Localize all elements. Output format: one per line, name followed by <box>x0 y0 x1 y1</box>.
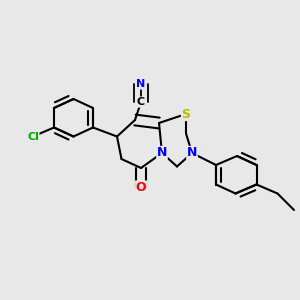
Text: N: N <box>136 79 146 89</box>
Text: C: C <box>137 97 145 107</box>
Text: N: N <box>157 146 167 160</box>
Text: S: S <box>182 107 190 121</box>
Text: O: O <box>136 181 146 194</box>
Text: Cl: Cl <box>27 131 39 142</box>
Text: N: N <box>187 146 197 160</box>
